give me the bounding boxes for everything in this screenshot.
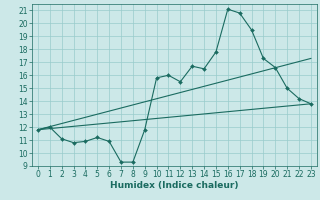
X-axis label: Humidex (Indice chaleur): Humidex (Indice chaleur) [110, 181, 239, 190]
